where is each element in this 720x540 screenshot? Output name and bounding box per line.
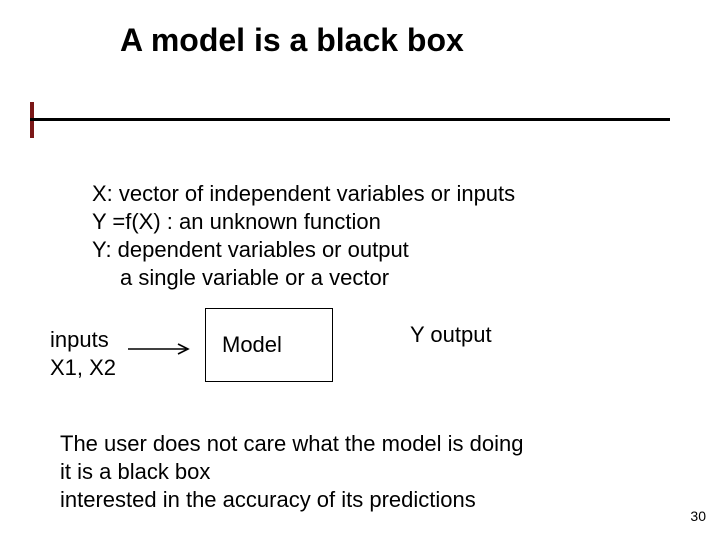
definition-line: a single variable or a vector	[92, 264, 515, 292]
inputs-label: inputs X1, X2	[50, 326, 116, 381]
model-box: Model	[205, 308, 333, 382]
definition-line: Y =f(X) : an unknown function	[92, 208, 515, 236]
output-label: Y output	[410, 322, 492, 348]
rule-line	[30, 118, 670, 121]
model-diagram: inputs X1, X2 Model Y output	[50, 322, 630, 412]
slide: A model is a black box X: vector of inde…	[0, 0, 720, 540]
definition-line: X: vector of independent variables or in…	[92, 180, 515, 208]
notes-line: interested in the accuracy of its predic…	[60, 486, 524, 514]
model-box-label: Model	[222, 332, 282, 358]
notes-block: The user does not care what the model is…	[60, 430, 524, 514]
slide-title: A model is a black box	[120, 22, 464, 59]
arrow-icon	[128, 342, 198, 356]
inputs-label-line: X1, X2	[50, 354, 116, 382]
notes-line: it is a black box	[60, 458, 524, 486]
page-number: 30	[690, 508, 706, 524]
inputs-label-line: inputs	[50, 326, 116, 354]
definition-line: Y: dependent variables or output	[92, 236, 515, 264]
title-rule	[30, 118, 670, 122]
definitions-block: X: vector of independent variables or in…	[92, 180, 515, 293]
notes-line: The user does not care what the model is…	[60, 430, 524, 458]
